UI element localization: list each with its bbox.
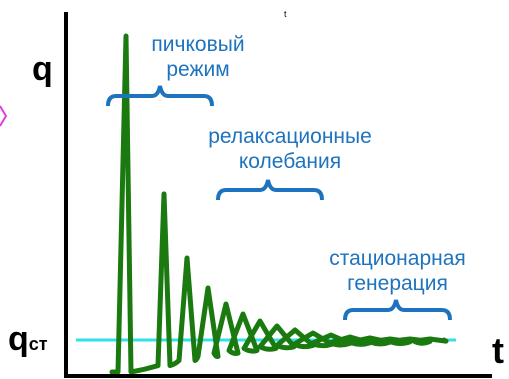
label-relax-line1: релаксационные — [208, 125, 372, 148]
marker-icon — [0, 105, 8, 127]
brace-stationary — [343, 299, 452, 321]
brace-peak — [106, 85, 214, 107]
label-peak-mode: пичковый режим — [133, 32, 263, 82]
label-stat-line2: генерация — [347, 272, 448, 295]
steady-level-q: q — [8, 320, 29, 358]
stray-mark: t — [284, 9, 287, 19]
relaxation-curve — [109, 33, 449, 375]
label-relaxation: релаксационные колебания — [180, 124, 400, 174]
y-axis-label: q — [32, 50, 53, 88]
label-stat-line1: стационарная — [329, 247, 466, 270]
x-axis-label: t — [492, 330, 504, 371]
label-peak-line2: режим — [166, 58, 230, 81]
label-peak-line1: пичковый — [151, 33, 245, 56]
steady-level-label: qст — [8, 320, 48, 359]
brace-relax — [216, 179, 324, 201]
label-stationary: стационарная генерация — [300, 246, 495, 296]
steady-level-subscript: ст — [28, 334, 48, 354]
label-relax-line2: колебания — [238, 150, 342, 173]
